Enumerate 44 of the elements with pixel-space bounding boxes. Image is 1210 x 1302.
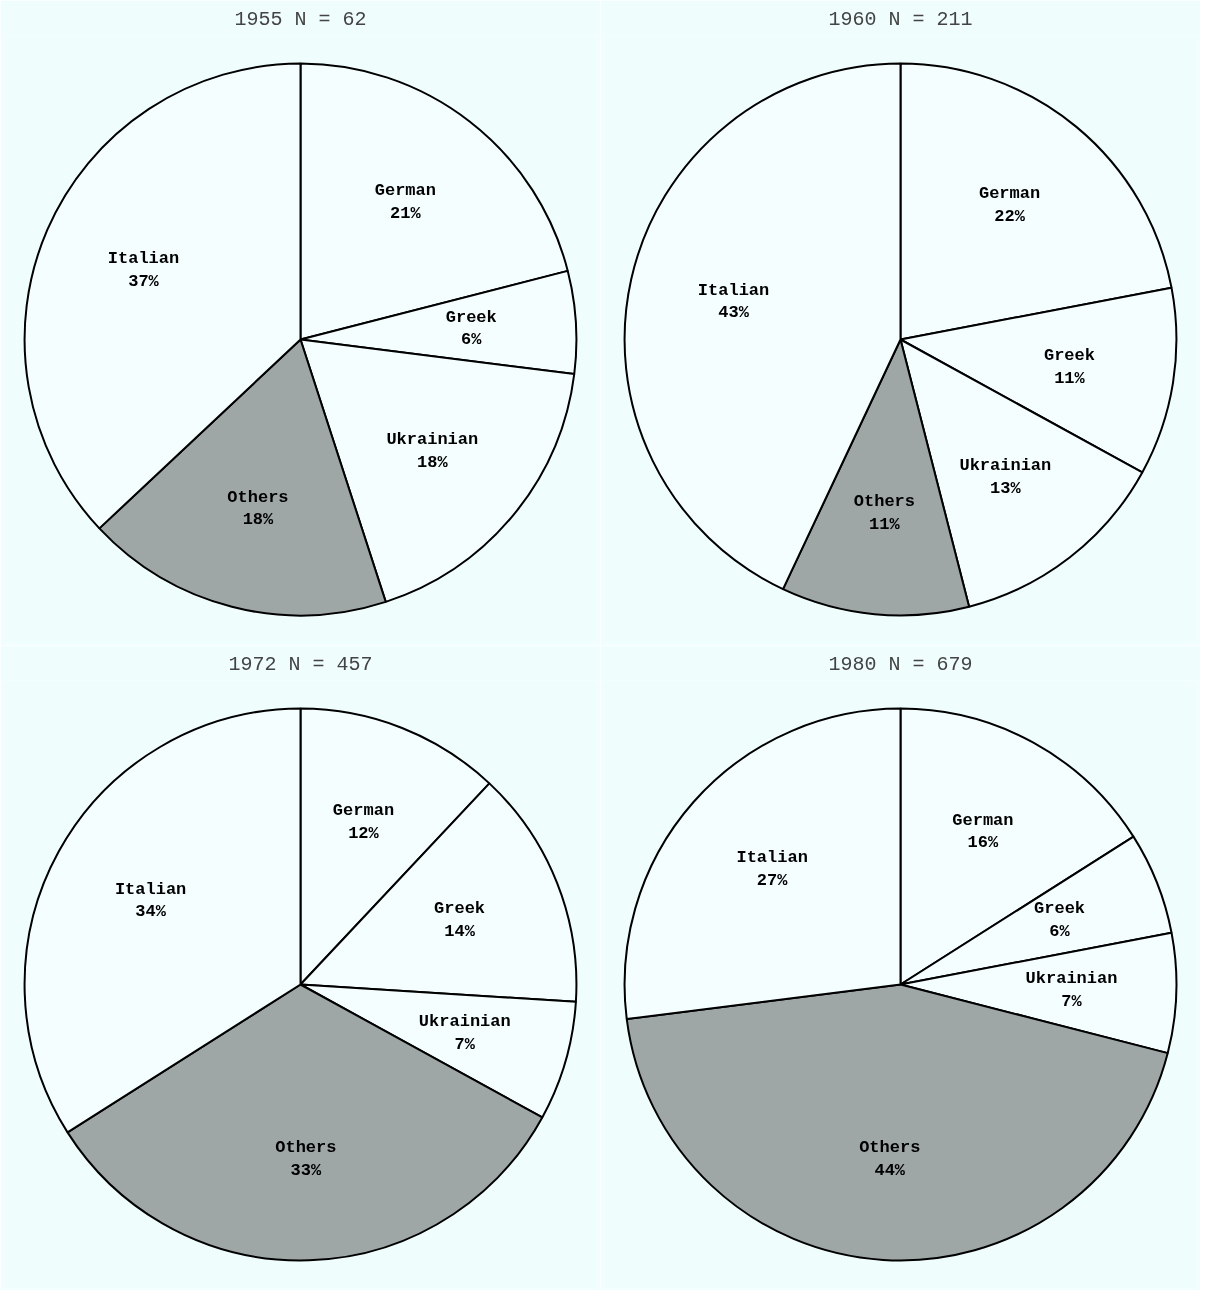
data-label: 6% [1049,922,1071,942]
data-label: 12% [348,824,380,844]
slice-label: Greek [445,307,497,327]
data-label: 21% [390,203,422,223]
data-label: 43% [718,303,750,323]
chart-title: 1955 N = 62 [234,7,367,31]
slice-label: German [332,801,395,821]
slice-label: Italian [736,848,808,868]
data-label: 44% [874,1160,906,1180]
slice-label: Greek [1043,345,1095,365]
slice-label: Ukrainian [959,456,1052,476]
data-label: 14% [444,922,476,942]
data-label: 6% [461,330,483,350]
slice-label: Italian [697,280,770,300]
slice-label: Greek [434,899,486,919]
data-label: 16% [967,833,1000,853]
slice-label: Others [853,492,916,512]
slice-label: German [374,180,436,200]
slice-label: Italian [114,879,187,899]
slice-label: Others [227,487,289,507]
data-label: 11% [869,515,901,535]
data-label: 7% [454,1035,476,1055]
slice-label: German [952,810,1014,830]
slice-label: Ukrainian [418,1012,511,1032]
slice-label: Ukrainian [386,429,479,449]
data-label: 33% [290,1160,322,1180]
data-label: 7% [1061,991,1083,1011]
slice-label: Greek [1034,899,1086,919]
data-label: 22% [994,206,1026,226]
slice-label: German [978,184,1041,204]
slice-label: Ukrainian [1025,969,1118,989]
data-label: 18% [242,510,275,530]
slice-label: Others [859,1137,921,1157]
data-label: 34% [135,902,167,922]
data-label: 18% [417,452,449,472]
slice-label: Others [275,1138,337,1158]
data-label: 37% [128,272,160,292]
data-label: 11% [1054,368,1086,388]
chart-title: 1972 N = 457 [228,652,373,676]
slice-label: Italian [107,249,180,269]
chart-title: 1980 N = 679 [828,652,973,676]
data-label: 13% [990,479,1022,499]
data-label: 27% [756,870,789,890]
chart-title: 1960 N = 211 [828,7,973,31]
